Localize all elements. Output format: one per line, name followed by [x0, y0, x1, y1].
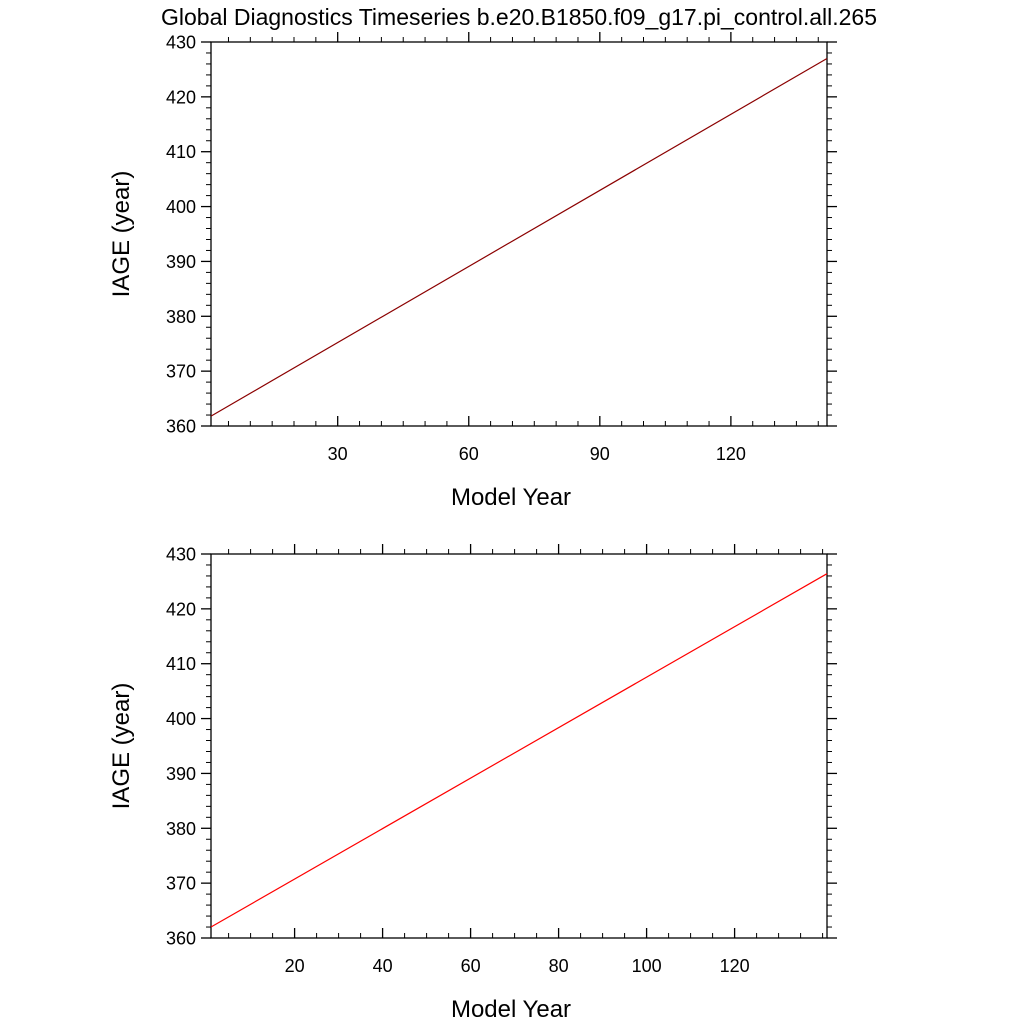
y-tick-label: 400 [166, 709, 196, 729]
top-panel: 30 60 90 120 360 370 380 390 400 410 420 430 Model Y… [108, 32, 837, 511]
series-line [210, 57, 828, 417]
y-tick-label: 430 [166, 545, 196, 565]
y-tick-label: 390 [166, 252, 196, 272]
x-tick-label: 60 [459, 444, 479, 464]
y-tick-label: 360 [166, 929, 196, 949]
plot-frame [210, 553, 828, 939]
x-tick-label: 80 [549, 956, 569, 976]
x-axis-label: Model Year [451, 484, 571, 511]
y-axis-label: IAGE (year) [108, 683, 135, 810]
y-axis-label: IAGE (year) [108, 171, 135, 298]
y-tick-label: 400 [166, 197, 196, 217]
x-tick-label: 120 [720, 956, 750, 976]
y-tick-label: 420 [166, 599, 196, 619]
x-tick-label: 20 [285, 956, 305, 976]
y-tick-label: 360 [166, 417, 196, 437]
series-line [210, 573, 828, 928]
y-tick-label: 430 [166, 33, 196, 53]
plot-frame [210, 41, 828, 427]
bottom-panel: 20 40 60 80 100 120 360 370 380 390 400 410 420 430 Mo… [108, 544, 837, 1023]
x-tick-label: 60 [461, 956, 481, 976]
y-tick-label: 380 [166, 819, 196, 839]
x-tick-label: 30 [328, 444, 348, 464]
y-tick-label: 410 [166, 142, 196, 162]
chart-title: Global Diagnostics Timeseries b.e20.B185… [161, 4, 877, 30]
y-tick-label: 410 [166, 654, 196, 674]
y-tick-label: 370 [166, 362, 196, 382]
y-tick-label: 420 [166, 87, 196, 107]
x-tick-label: 120 [716, 444, 746, 464]
x-tick-label: 90 [590, 444, 610, 464]
y-tick-label: 370 [166, 874, 196, 894]
x-axis-label: Model Year [451, 996, 571, 1023]
x-tick-label: 100 [632, 956, 662, 976]
y-tick-label: 390 [166, 764, 196, 784]
x-tick-label: 40 [373, 956, 393, 976]
y-tick-label: 380 [166, 307, 196, 327]
